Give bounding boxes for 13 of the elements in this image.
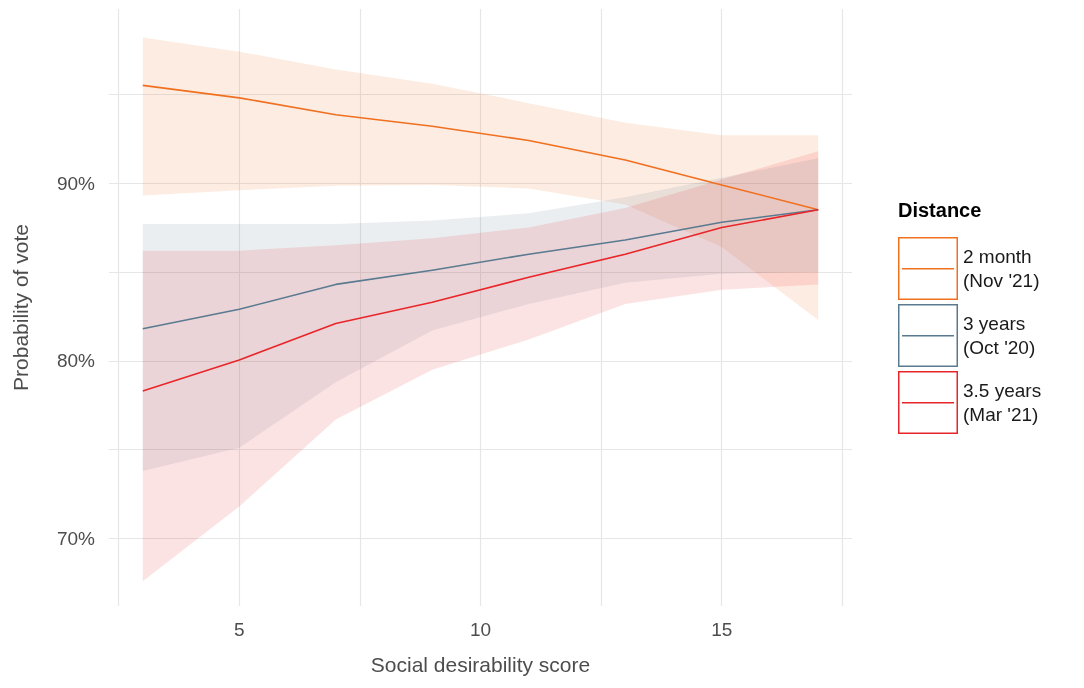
x-tick-label: 10 xyxy=(469,619,492,640)
x-tick-label: 15 xyxy=(711,619,733,640)
legend-label: 3 years (Oct '20) xyxy=(963,313,1036,358)
y-axis-title: Probability of vote xyxy=(9,224,32,391)
y-tick-label: 80% xyxy=(56,350,96,372)
x-axis-title: Social desirability score xyxy=(370,653,591,676)
y-tick-label: 70% xyxy=(56,527,96,549)
legend-label: 2 month (Nov '21) xyxy=(963,246,1040,291)
y-tick-label: 90% xyxy=(56,172,96,194)
legend-title: Distance xyxy=(898,199,982,221)
legend-label: 3.5 years (Mar '21) xyxy=(963,380,1047,425)
line-series xyxy=(141,208,820,392)
x-tick-label: 5 xyxy=(233,619,245,640)
